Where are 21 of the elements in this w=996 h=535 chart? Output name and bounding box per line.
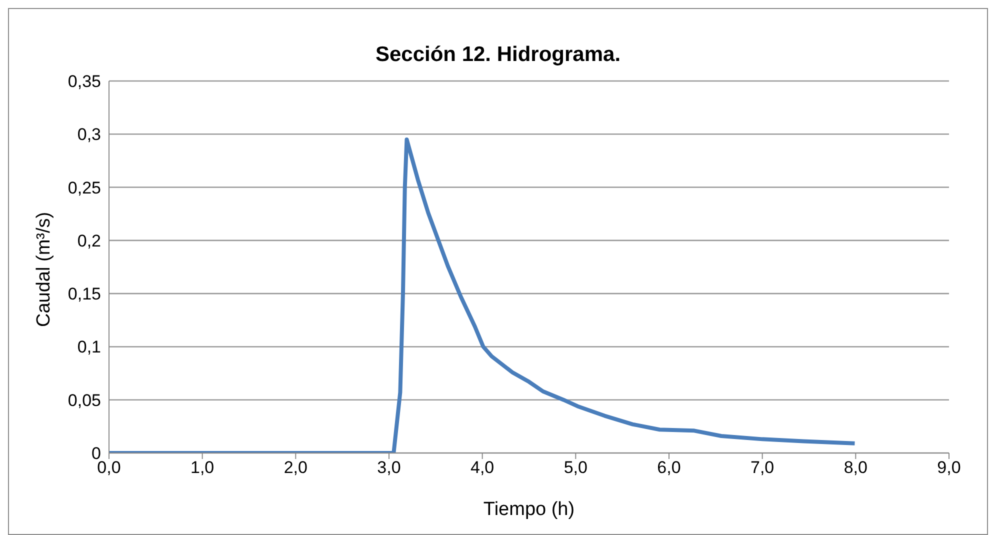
x-tick-label: 5,0 xyxy=(564,458,588,478)
x-tick-label: 3,0 xyxy=(377,458,401,478)
y-tick-label: 0,35 xyxy=(68,72,101,92)
y-tick-label: 0,1 xyxy=(77,338,101,357)
x-tick-label: 8,0 xyxy=(844,458,868,478)
x-tick-label: 2,0 xyxy=(284,458,308,478)
x-axis-title: Tiempo (h) xyxy=(483,499,575,520)
x-tick-label: 7,0 xyxy=(750,458,774,478)
x-tick-label: 6,0 xyxy=(657,458,681,478)
x-tick-label: 1,0 xyxy=(190,458,214,478)
x-tick-label: 9,0 xyxy=(937,458,961,478)
x-tick-label: 0,0 xyxy=(97,458,121,478)
y-tick-label: 0,05 xyxy=(68,390,101,410)
y-axis-title: Caudal (m³/s) xyxy=(34,212,55,327)
x-tick-label: 4,0 xyxy=(470,458,494,478)
y-tick-label: 0,2 xyxy=(77,231,101,250)
line-series xyxy=(109,137,857,453)
y-tick-label: 0,3 xyxy=(77,125,101,144)
y-tick-label: 0,25 xyxy=(68,178,101,198)
chart-title: Sección 12. Hidrograma. xyxy=(374,43,622,67)
y-tick-label: 0,15 xyxy=(68,284,101,304)
